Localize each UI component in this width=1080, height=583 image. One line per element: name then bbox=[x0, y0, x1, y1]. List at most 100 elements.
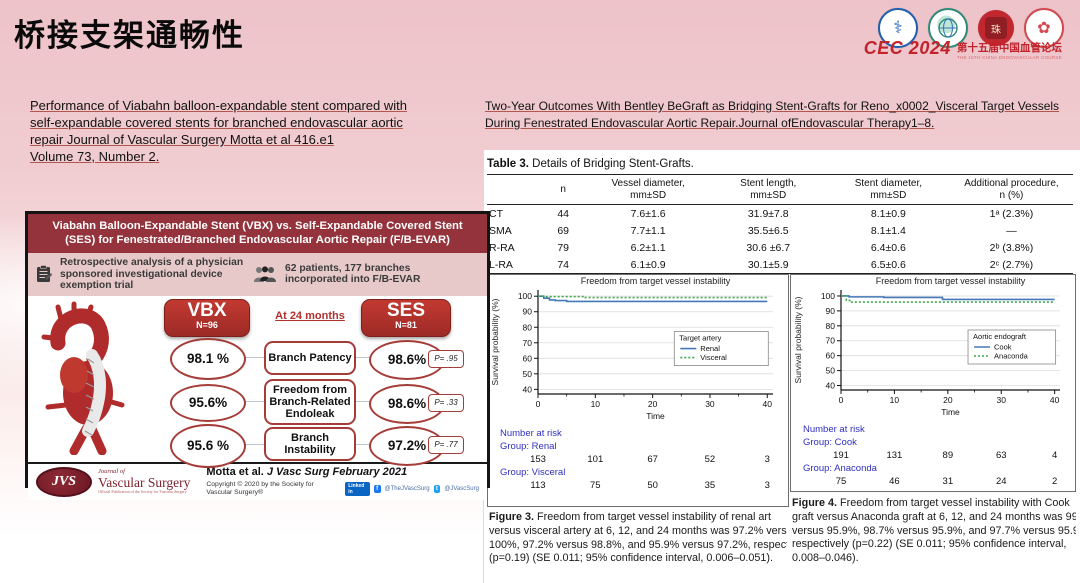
svg-text:60: 60 bbox=[523, 353, 533, 363]
risk-values-row: 191 131 89 63 4 bbox=[791, 450, 1075, 463]
citation-line[interactable]: Volume 73, Number 2. bbox=[30, 149, 160, 164]
red-seal-logo-icon: 珠 bbox=[978, 10, 1014, 46]
risk-value: 3 bbox=[764, 480, 770, 491]
risk-value: 63 bbox=[995, 450, 1007, 461]
svg-text:Time: Time bbox=[646, 411, 665, 421]
table3-row: SMA 69 7.7±1.1 35.5±6.5 8.1±1.4 — bbox=[487, 222, 1073, 239]
table3-body: CT 44 7.6±1.6 31.9±7.8 8.1±0.9 1ᵃ (2.3%) SMA 69… bbox=[487, 204, 1073, 274]
citation-left[interactable]: Performance of Viabahn balloon-expandabl… bbox=[30, 97, 450, 165]
svg-text:0: 0 bbox=[839, 395, 844, 405]
twitter-handle[interactable]: @JVascSurg bbox=[444, 485, 479, 492]
svg-text:0: 0 bbox=[536, 399, 541, 409]
journal-wordmark: Journal of Vascular Surgery Official Pub… bbox=[98, 468, 191, 494]
table3-cell: CT bbox=[487, 204, 540, 222]
study-design-text: Retrospective analysis of a physician sp… bbox=[60, 257, 244, 291]
risk-value: 75 bbox=[835, 476, 847, 487]
risk-value: 3 bbox=[764, 454, 770, 465]
table3-row: L-RA 74 6.1±0.9 30.1±5.9 6.5±0.6 2ᶜ (2.7%) bbox=[487, 256, 1073, 274]
table3-cell: R-RA bbox=[489, 241, 515, 254]
vbx-n: N=96 bbox=[196, 319, 218, 330]
table3-cell: SMA bbox=[489, 224, 512, 237]
table3-cell: 7.6±1.6 bbox=[586, 204, 710, 222]
figure4-number-at-risk: Number at risk Group: Cook 191 131 89 63 4 Grou… bbox=[791, 424, 1075, 489]
svg-text:Anaconda: Anaconda bbox=[994, 352, 1029, 361]
caption-line: respectively (p=0.22) (SE 0.011; 95% con… bbox=[792, 538, 1067, 551]
infographic-title: Viabahn Balloon-Expandable Stent (VBX) v… bbox=[28, 214, 487, 253]
citation-line[interactable]: Two-Year Outcomes With Bentley BeGraft a… bbox=[485, 99, 1060, 113]
table3-cell: 74 bbox=[557, 258, 570, 271]
table3-label: Table 3. bbox=[487, 158, 529, 170]
vbx-value-ellipse: 95.6 % bbox=[170, 423, 246, 468]
timepoint-label: At 24 months bbox=[275, 309, 345, 322]
risk-value: 52 bbox=[704, 454, 716, 465]
page-title: 桥接支架通畅性 bbox=[14, 18, 245, 53]
table3-cell: 7.7±1.1 bbox=[630, 224, 666, 237]
risk-value: 191 bbox=[833, 450, 849, 461]
svg-text:20: 20 bbox=[648, 399, 658, 409]
risk-label: Number at risk bbox=[803, 424, 865, 435]
lotus-logo-icon: ✿ bbox=[1024, 8, 1064, 48]
svg-text:50: 50 bbox=[523, 369, 533, 379]
caption-line: versus 95.9%, 98.7% versus 95.9%, and 97… bbox=[792, 524, 1076, 537]
linkedin-icon[interactable]: Linked in bbox=[345, 482, 370, 497]
forum-name-cn: 第十五届中国血管论坛 bbox=[956, 42, 1062, 54]
risk-label: Group: Renal bbox=[500, 441, 557, 452]
table3-cell: 30.6 ±6.7 bbox=[746, 241, 791, 254]
table3-cell: 1ᵃ (2.3%) bbox=[949, 204, 1073, 222]
caption-line: 0.008–0.046). bbox=[792, 552, 859, 565]
citation-line[interactable]: repair Journal of Vascular Surgery Motta… bbox=[30, 132, 334, 147]
svg-text:40: 40 bbox=[763, 399, 773, 409]
table3-header-cell bbox=[487, 175, 540, 205]
table3-row: CT 44 7.6±1.6 31.9±7.8 8.1±0.9 1ᵃ (2.3%) bbox=[487, 204, 1073, 222]
risk-value: 50 bbox=[647, 480, 658, 491]
table3-header-cell: Stent length, mm±SD bbox=[740, 178, 797, 201]
globe-logo-icon bbox=[928, 8, 968, 48]
figure4-panel: Freedom from target vessel instability Su… bbox=[790, 274, 1076, 492]
table3-cell: 79 bbox=[557, 241, 570, 254]
attribution-block: Motta et al. J Vasc Surg February 2021 C… bbox=[206, 466, 479, 498]
table3-cell: 31.9±7.8 bbox=[709, 204, 827, 222]
table3-header-row: n Vessel diameter, mm±SD Stent length, mm±SD… bbox=[487, 175, 1073, 205]
svg-text:70: 70 bbox=[523, 338, 533, 348]
table3-header-cell: Additional procedure, n (%) bbox=[964, 178, 1059, 201]
svg-text:80: 80 bbox=[826, 321, 836, 331]
citation-line[interactable]: Performance of Viabahn balloon-expandabl… bbox=[30, 98, 407, 113]
facebook-icon[interactable]: f bbox=[373, 485, 381, 494]
risk-label: Group: Anaconda bbox=[803, 463, 877, 474]
risk-values-row: 113 75 50 35 3 bbox=[488, 480, 788, 493]
svg-text:100: 100 bbox=[821, 291, 835, 301]
svg-text:80: 80 bbox=[523, 322, 533, 332]
journal-name-text: Vascular Surgery bbox=[98, 474, 191, 490]
vbx-label: VBX bbox=[187, 299, 227, 321]
table3-cell: 8.1±1.4 bbox=[870, 224, 906, 237]
svg-text:Renal: Renal bbox=[700, 344, 720, 353]
ses-n: N=81 bbox=[395, 319, 417, 330]
aorta-illustration bbox=[41, 301, 125, 455]
svg-text:Target artery: Target artery bbox=[679, 334, 721, 343]
p-value-box: P= .77 bbox=[428, 435, 464, 454]
attribution-authors: Motta et al. bbox=[206, 465, 267, 478]
svg-text:Survival probability (%): Survival probability (%) bbox=[490, 298, 500, 385]
risk-value: 153 bbox=[530, 454, 546, 465]
caption-line: graft versus Anaconda graft at 6, 12, an… bbox=[792, 510, 1076, 523]
twitter-icon[interactable]: t bbox=[433, 485, 441, 494]
table3-grid: n Vessel diameter, mm±SD Stent length, mm±SD… bbox=[487, 174, 1073, 274]
journal-of-text: Journal of bbox=[98, 468, 125, 475]
citation-line[interactable]: self-expandable covered stents for branc… bbox=[30, 115, 403, 130]
citation-right[interactable]: Two-Year Outcomes With Bentley BeGraft a… bbox=[485, 98, 1075, 131]
table3-header-cell: Vessel diameter, mm±SD bbox=[611, 178, 685, 201]
figure3-caption: Figure 3. Freedom from target vessel ins… bbox=[489, 511, 787, 577]
facebook-handle[interactable]: @TheJVascSurg bbox=[384, 485, 430, 492]
ses-label: SES bbox=[386, 299, 426, 321]
vbx-value-ellipse: 98.1 % bbox=[170, 337, 246, 380]
figure4-caption: Figure 4. Freedom from target vessel ins… bbox=[792, 497, 1076, 577]
svg-text:40: 40 bbox=[523, 384, 533, 394]
patients-icon bbox=[254, 266, 276, 283]
svg-text:90: 90 bbox=[826, 306, 836, 316]
citation-line[interactable]: During Fenestrated Endovascular Aortic R… bbox=[485, 115, 935, 130]
table3-cell: — bbox=[1006, 224, 1017, 237]
p-value-box: P= .95 bbox=[428, 349, 464, 368]
risk-label: Group: Visceral bbox=[500, 467, 566, 478]
table3-cell: 69 bbox=[557, 224, 570, 237]
infographic-subbanner: Retrospective analysis of a physician sp… bbox=[28, 253, 487, 296]
